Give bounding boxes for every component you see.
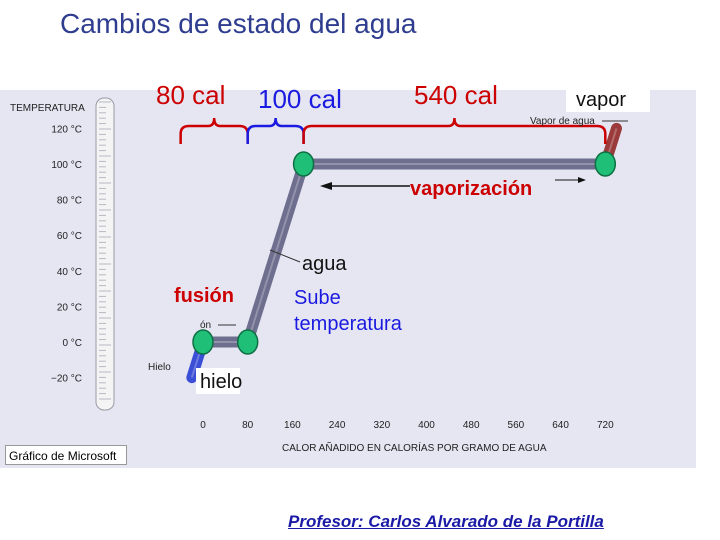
y-tick-label: 20 °C [57,302,82,313]
bracket-label: 80 cal [156,80,225,110]
hielo-label-box [196,368,240,394]
x-tick-label: 80 [242,420,254,431]
x-tick-label: 320 [373,420,390,431]
sube-label-2: temperatura [294,313,403,335]
bracket-label: 100 cal [258,84,342,114]
x-tick-label: 720 [597,420,614,431]
agua-label: agua [302,253,347,275]
y-axis-label: TEMPERATURA [10,103,85,114]
thermometer [95,97,115,411]
bracket [302,117,607,144]
vapor-label-box [566,82,650,112]
agua-leader [269,249,301,263]
fusion-label: fusión [174,285,234,307]
segment-water [242,158,310,348]
phase-node [236,329,259,355]
y-tick-label: 0 °C [62,338,82,349]
x-tick-label: 160 [284,420,301,431]
y-tick-label: 120 °C [51,124,82,135]
phase-node [292,151,315,177]
y-tick-label: 80 °C [57,196,82,207]
vaporizacion-arrowhead-right [578,177,586,183]
hielo-label: hielo [200,371,242,393]
page-title: Cambios de estado del agua [60,8,417,39]
bracket [246,117,305,144]
chart-panel [0,90,696,468]
segment-highlight [246,163,305,343]
sube-label-1: Sube [294,287,341,309]
bracket [179,117,249,144]
y-tick-label: −20 °C [51,374,82,385]
phase-nodes [192,151,617,355]
teacher-credit: Profesor: Carlos Alvarado de la Portilla [288,512,604,531]
credit-label: Gráfico de Microsoft [5,445,127,465]
vapor-small-label: Vapor de agua [530,116,595,127]
x-tick-label: 560 [508,420,525,431]
x-tick-label: 640 [552,420,569,431]
fusion-small-label: ón [200,320,211,331]
y-tick-label: 100 °C [51,160,82,171]
x-tick-label: 480 [463,420,480,431]
x-axis-label: CALOR AÑADIDO EN CALORÍAS POR GRAMO DE A… [282,441,547,454]
bracket-label: 540 cal [414,80,498,110]
x-axis-ticks: 0 80 160 240 320 400 480 560 640 720 [200,420,614,431]
heat-brackets: 80 cal 100 cal 540 cal [156,80,607,144]
y-axis-ticks: 120 °C 100 °C 80 °C 60 °C 40 °C 20 °C 0 °C −20 … [51,124,82,384]
hielo-small-label: Hielo [148,362,171,373]
x-tick-label: 400 [418,420,435,431]
x-tick-label: 0 [200,420,206,431]
vaporizacion-label: vaporización [410,178,532,200]
y-tick-label: 40 °C [57,267,82,278]
x-tick-label: 240 [329,420,346,431]
vapor-label: vapor [576,89,626,111]
phase-node [594,151,617,177]
y-tick-label: 60 °C [57,231,82,242]
vaporizacion-arrowhead-left [320,182,332,190]
phase-node [192,329,214,355]
